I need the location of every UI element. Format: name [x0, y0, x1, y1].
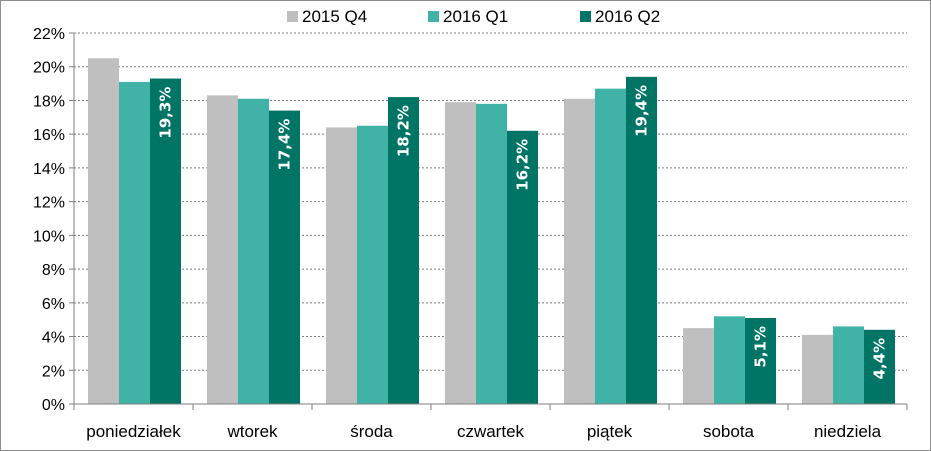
bar	[238, 98, 269, 404]
bar	[564, 98, 595, 404]
bar	[833, 326, 864, 404]
bar	[864, 329, 895, 404]
y-tick-label: 8%	[42, 262, 65, 279]
y-tick-label: 18%	[33, 93, 65, 110]
category-label: środa	[350, 422, 393, 441]
data-label: 17,4%	[276, 119, 294, 171]
legend-label: 2016 Q2	[595, 7, 660, 26]
y-tick-label: 10%	[33, 228, 65, 245]
data-label: 5,1%	[752, 326, 770, 368]
category-label: niedziela	[814, 422, 882, 441]
bar	[445, 102, 476, 405]
y-tick-label: 20%	[33, 60, 65, 77]
y-tick-label: 0%	[42, 397, 65, 414]
bar	[476, 103, 507, 404]
bar	[595, 88, 626, 405]
y-tick-label: 16%	[33, 127, 65, 144]
data-labels: 19,3% 17,4% 18,2% 16,2% 19,4% 5,1% 4,4%	[157, 85, 889, 380]
bar	[626, 76, 657, 404]
data-label: 4,4%	[871, 338, 889, 380]
bar	[507, 130, 538, 405]
category-label: sobota	[703, 422, 755, 441]
bars	[88, 58, 895, 405]
bar	[388, 97, 419, 404]
bar	[683, 328, 714, 404]
y-tick-label: 4%	[42, 330, 65, 347]
bar	[714, 316, 745, 404]
legend-swatch	[287, 11, 298, 22]
legend: 2015 Q4 2016 Q1 2016 Q2	[287, 7, 660, 26]
category-label: piątek	[587, 422, 633, 441]
y-tick-label: 12%	[33, 195, 65, 212]
legend-swatch	[428, 11, 439, 22]
bar	[150, 78, 181, 405]
y-tick-label: 6%	[42, 296, 65, 313]
y-tick-label: 2%	[42, 363, 65, 380]
axes: 0% 2% 4% 6% 8% 10% 12% 14% 16% 18% 20% 22% poniedzia…	[33, 26, 908, 441]
data-label: 16,2%	[514, 139, 532, 191]
bar	[802, 334, 833, 404]
data-label: 18,2%	[395, 105, 413, 157]
bar	[745, 317, 776, 404]
category-label: poniedziałek	[86, 422, 181, 441]
category-label: czwartek	[457, 422, 525, 441]
y-tick-label: 22%	[33, 26, 65, 43]
data-label: 19,3%	[157, 87, 175, 139]
category-label: wtorek	[226, 422, 278, 441]
bar	[326, 127, 357, 404]
bar	[269, 110, 300, 404]
bar	[119, 81, 150, 405]
bar	[88, 58, 119, 404]
y-tick-label: 14%	[33, 161, 65, 178]
legend-label: 2015 Q4	[302, 7, 367, 26]
data-label: 19,4%	[633, 85, 651, 137]
bar	[357, 125, 388, 404]
legend-swatch	[580, 11, 591, 22]
legend-label: 2016 Q1	[443, 7, 508, 26]
bar	[207, 95, 238, 405]
